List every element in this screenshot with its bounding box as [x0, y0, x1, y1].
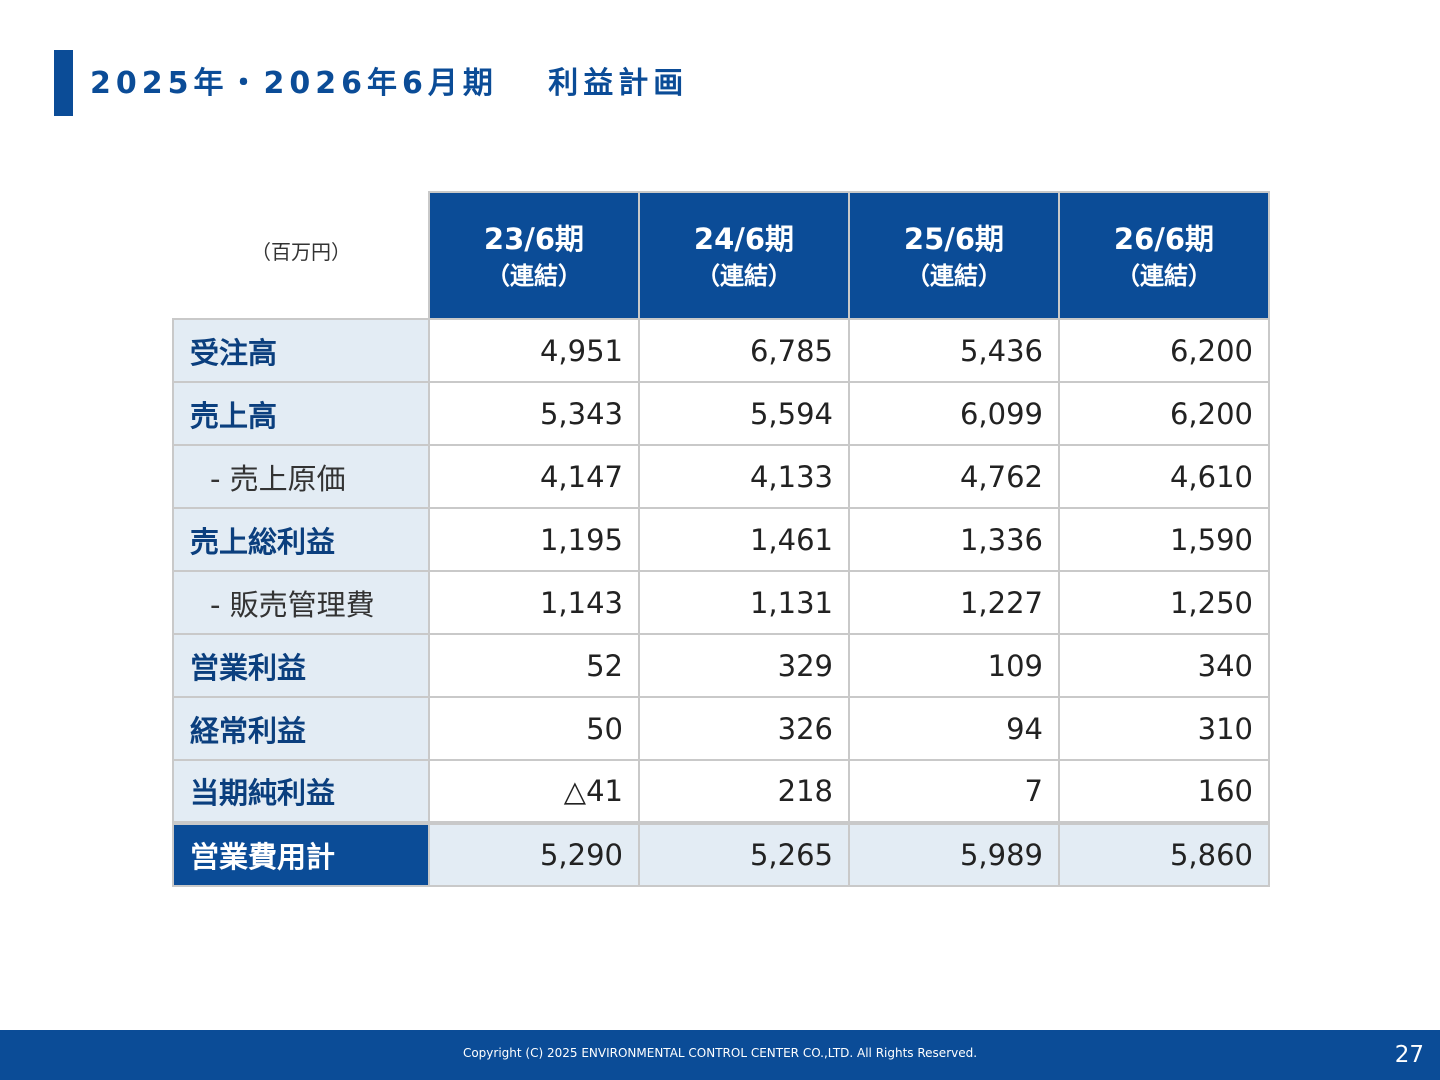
- value-cell: 6,785: [638, 318, 850, 383]
- table-row-operating-profit: 営業利益 52 329 109 340: [172, 633, 1270, 698]
- period-header-26: 26/6期 （連結）: [1058, 191, 1270, 320]
- value-cell: 5,343: [428, 381, 640, 446]
- value-cell: 4,133: [638, 444, 850, 509]
- row-label: 売上高: [172, 381, 430, 446]
- value-cell: 218: [638, 759, 850, 824]
- value-cell: 6,099: [848, 381, 1060, 446]
- value-cell: 52: [428, 633, 640, 698]
- value-cell: 50: [428, 696, 640, 761]
- period-scope: （連結）: [696, 261, 792, 290]
- table-row-ordinary-profit: 経常利益 50 326 94 310: [172, 696, 1270, 761]
- value-cell: 5,436: [848, 318, 1060, 383]
- period-name: 24/6期: [693, 221, 795, 256]
- row-label: 受注高: [172, 318, 430, 383]
- profit-plan-table: 23/6期 （連結） 24/6期 （連結） 25/6期 （連結） 26/6期 （…: [172, 191, 1270, 887]
- table-row-orders-received: 受注高 4,951 6,785 5,436 6,200: [172, 318, 1270, 383]
- row-label: 売上総利益: [172, 507, 430, 572]
- table-row-sga-expenses: - 販売管理費 1,143 1,131 1,227 1,250: [172, 570, 1270, 635]
- period-scope: （連結）: [906, 261, 1002, 290]
- period-header-23: 23/6期 （連結）: [428, 191, 640, 320]
- copyright-text: Copyright (C) 2025 ENVIRONMENTAL CONTROL…: [462, 1046, 978, 1060]
- value-cell: 109: [848, 633, 1060, 698]
- value-cell: 5,860: [1058, 821, 1270, 887]
- value-cell: 329: [638, 633, 850, 698]
- value-cell: 4,951: [428, 318, 640, 383]
- period-name: 23/6期: [483, 221, 585, 256]
- value-cell: 310: [1058, 696, 1270, 761]
- period-name: 26/6期: [1113, 221, 1215, 256]
- value-cell: △41: [428, 759, 640, 824]
- table-row-cost-of-sales: - 売上原価 4,147 4,133 4,762 4,610: [172, 444, 1270, 509]
- title-accent-bar: [54, 50, 73, 116]
- value-cell: 6,200: [1058, 318, 1270, 383]
- value-cell: 1,227: [848, 570, 1060, 635]
- row-label: 経常利益: [172, 696, 430, 761]
- period-scope: （連結）: [1116, 261, 1212, 290]
- value-cell: 1,250: [1058, 570, 1270, 635]
- value-cell: 340: [1058, 633, 1270, 698]
- value-cell: 1,590: [1058, 507, 1270, 572]
- table-row-gross-profit: 売上総利益 1,195 1,461 1,336 1,590: [172, 507, 1270, 572]
- value-cell: 5,290: [428, 821, 640, 887]
- value-cell: 5,265: [638, 821, 850, 887]
- page-number: 27: [1394, 1042, 1424, 1068]
- value-cell: 4,147: [428, 444, 640, 509]
- value-cell: 1,143: [428, 570, 640, 635]
- value-cell: 5,594: [638, 381, 850, 446]
- value-cell: 94: [848, 696, 1060, 761]
- value-cell: 6,200: [1058, 381, 1270, 446]
- row-label: 営業利益: [172, 633, 430, 698]
- value-cell: 160: [1058, 759, 1270, 824]
- value-cell: 7: [848, 759, 1060, 824]
- value-cell: 5,989: [848, 821, 1060, 887]
- value-cell: 4,762: [848, 444, 1060, 509]
- value-cell: 326: [638, 696, 850, 761]
- value-cell: 1,336: [848, 507, 1060, 572]
- value-cell: 1,461: [638, 507, 850, 572]
- row-label: 当期純利益: [172, 759, 430, 824]
- header-corner: [173, 192, 429, 319]
- period-header-25: 25/6期 （連結）: [848, 191, 1060, 320]
- table-header-row: 23/6期 （連結） 24/6期 （連結） 25/6期 （連結） 26/6期 （…: [173, 191, 1270, 320]
- value-cell: 1,195: [428, 507, 640, 572]
- period-header-24: 24/6期 （連結）: [638, 191, 850, 320]
- period-scope: （連結）: [486, 261, 582, 290]
- unit-label: （百万円）: [251, 240, 351, 264]
- value-cell: 1,131: [638, 570, 850, 635]
- row-label: - 販売管理費: [172, 570, 430, 635]
- value-cell: 4,610: [1058, 444, 1270, 509]
- table-row-total-operating-expenses: 営業費用計 5,290 5,265 5,989 5,860: [172, 821, 1270, 887]
- footer-bar: Copyright (C) 2025 ENVIRONMENTAL CONTROL…: [0, 1030, 1440, 1080]
- table-row-net-income: 当期純利益 △41 218 7 160: [172, 759, 1270, 824]
- page-title: 2025年・2026年6月期 利益計画: [90, 66, 689, 101]
- table-row-net-sales: 売上高 5,343 5,594 6,099 6,200: [172, 381, 1270, 446]
- period-name: 25/6期: [903, 221, 1005, 256]
- row-label: 営業費用計: [172, 821, 430, 887]
- row-label: - 売上原価: [172, 444, 430, 509]
